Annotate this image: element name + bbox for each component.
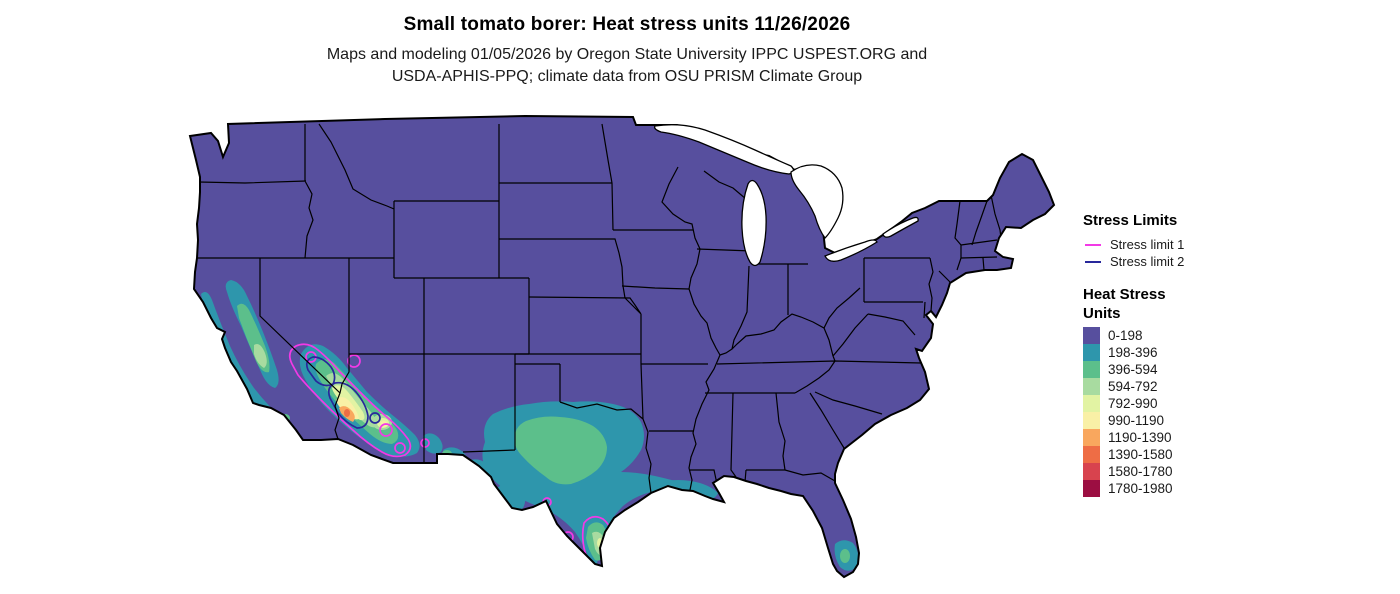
legend: Stress Limits Stress limit 1 Stress limi… (1083, 212, 1253, 497)
subtitle: Maps and modeling 01/05/2026 by Oregon S… (0, 44, 1254, 88)
class-swatch-0-198 (1083, 327, 1100, 344)
class-swatch-396-594 (1083, 361, 1100, 378)
legend-class-row: 1780-1980 (1083, 480, 1253, 497)
us-map-svg (188, 114, 1056, 579)
class-label-1580-1780: 1580-1780 (1108, 464, 1173, 479)
state-borders (194, 123, 1002, 494)
stress-limit-1-label: Stress limit 1 (1110, 237, 1185, 252)
lake-ontario (882, 216, 919, 238)
class-swatch-990-1190 (1083, 412, 1100, 429)
class-label-1780-1980: 1780-1980 (1108, 481, 1173, 496)
legend-item-stress-limit-1: Stress limit 1 (1083, 236, 1253, 253)
legend-class-row: 990-1190 (1083, 412, 1253, 429)
legend-class-row: 198-396 (1083, 344, 1253, 361)
class-label-594-792: 594-792 (1108, 379, 1158, 394)
heat-region-1390-1580 (344, 409, 350, 417)
legend-class-row: 792-990 (1083, 395, 1253, 412)
legend-class-row: 1390-1580 (1083, 446, 1253, 463)
heat-stress-units-title: Heat Stress Units (1083, 285, 1253, 323)
class-label-1190-1390: 1190-1390 (1108, 430, 1172, 445)
class-label-1390-1580: 1390-1580 (1108, 447, 1173, 462)
subtitle-line-2: USDA-APHIS-PPQ; climate data from OSU PR… (391, 68, 863, 85)
class-label-198-396: 198-396 (1108, 345, 1158, 360)
heat-regions (201, 280, 859, 571)
class-label-396-594: 396-594 (1108, 362, 1158, 377)
legend-item-stress-limit-2: Stress limit 2 (1083, 253, 1253, 270)
heat-stress-title-line-2: Units (1083, 305, 1121, 322)
legend-class-row: 396-594 (1083, 361, 1253, 378)
subtitle-line-1: Maps and modeling 01/05/2026 by Oregon S… (326, 46, 928, 63)
header: Small tomato borer: Heat stress units 11… (0, 14, 1254, 88)
us-heat-stress-map (185, 112, 1065, 592)
heat-stress-class-list: 0-198 198-396 396-594 594-792 792-990 99… (1083, 327, 1253, 497)
stress-limit-2-contours (305, 356, 381, 429)
stress-limits-title: Stress Limits (1083, 212, 1178, 229)
legend-class-row: 0-198 (1083, 327, 1253, 344)
lake-superior (653, 124, 795, 175)
class-swatch-594-792 (1083, 378, 1100, 395)
stress-limit-1-line-swatch (1085, 243, 1101, 246)
stress-limit-2-label: Stress limit 2 (1110, 254, 1185, 269)
class-swatch-1190-1390 (1083, 429, 1100, 446)
lake-huron (790, 164, 844, 239)
class-swatch-1580-1780 (1083, 463, 1100, 480)
class-swatch-198-396 (1083, 344, 1100, 361)
class-swatch-1390-1580 (1083, 446, 1100, 463)
class-swatch-1780-1980 (1083, 480, 1100, 497)
class-label-792-990: 792-990 (1108, 396, 1158, 411)
lake-erie (824, 239, 878, 262)
great-lakes (653, 124, 919, 267)
legend-class-row: 1580-1780 (1083, 463, 1253, 480)
class-label-0-198: 0-198 (1108, 328, 1143, 343)
heat-stress-title-line-1: Heat Stress (1083, 286, 1166, 303)
legend-class-row: 1190-1390 (1083, 429, 1253, 446)
class-swatch-792-990 (1083, 395, 1100, 412)
legend-class-row: 594-792 (1083, 378, 1253, 395)
lake-michigan (741, 179, 767, 267)
stress-limit-2-line-swatch (1085, 260, 1101, 263)
class-label-990-1190: 990-1190 (1108, 413, 1165, 428)
page-title: Small tomato borer: Heat stress units 11… (403, 14, 851, 35)
